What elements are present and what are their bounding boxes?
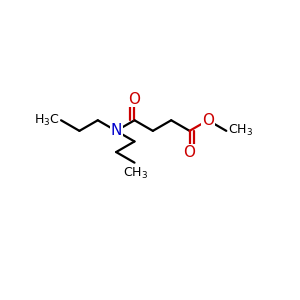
Text: O: O (128, 92, 140, 106)
Text: N: N (110, 123, 122, 138)
Text: CH$_3$: CH$_3$ (228, 123, 253, 138)
Text: O: O (202, 113, 214, 128)
Text: CH$_3$: CH$_3$ (123, 166, 148, 181)
Text: O: O (184, 145, 196, 160)
Text: H$_3$C: H$_3$C (34, 113, 60, 128)
